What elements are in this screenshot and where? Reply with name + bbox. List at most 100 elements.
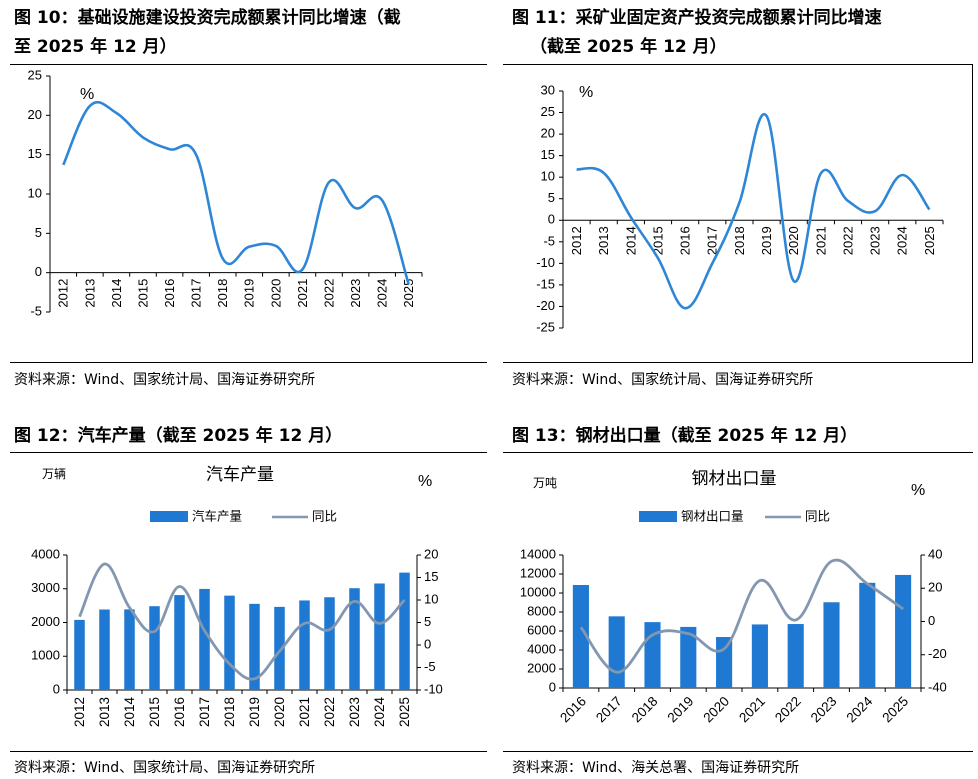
fig10-y-tick-label: 25 xyxy=(28,67,42,82)
fig13-left-tick-label: 10000 xyxy=(520,584,556,599)
fig11-y-tick-label: -15 xyxy=(536,276,555,291)
fig13-source: 资料来源：Wind、海关总署、国海证券研究所 xyxy=(512,760,800,776)
fig11-y-tick-label: -25 xyxy=(536,319,555,334)
fig12-bar-2012 xyxy=(74,619,85,690)
fig13-label: 图 13： xyxy=(512,426,576,446)
fig13-legend-bar-label: 钢材出口量 xyxy=(681,509,744,523)
fig10-x-tick-label: 2024 xyxy=(375,279,390,308)
fig13-left-tick-label: 2000 xyxy=(527,660,556,675)
fig10-top-rule xyxy=(10,64,487,65)
fig12-title-text: 汽车产量（截至 2025 年 12 月） xyxy=(77,426,343,446)
fig13-bar-2017 xyxy=(608,616,625,688)
fig11-y-tick-label: -5 xyxy=(543,233,555,248)
fig12-left-tick-label: 2000 xyxy=(31,614,60,629)
fig13-right-tick-label: 0 xyxy=(928,613,935,628)
fig11-x-tick-label: 2019 xyxy=(759,226,774,255)
fig13-bottom-rule xyxy=(503,751,973,752)
fig10-x-tick-label: 2025 xyxy=(401,279,416,308)
fig12-x-tick-label: 2016 xyxy=(172,697,187,727)
fig13-left-tick-label: 12000 xyxy=(520,565,556,580)
fig12-x-tick-label: 2012 xyxy=(72,697,87,727)
fig13-x-tick-label: 2019 xyxy=(665,694,697,726)
fig10-y-tick-label: 15 xyxy=(28,146,42,161)
fig10-y-tick-label: 10 xyxy=(28,185,42,200)
fig12-left-tick-label: 3000 xyxy=(31,580,60,595)
fig12-top-rule xyxy=(10,452,487,453)
fig10-x-tick-label: 2021 xyxy=(295,279,310,308)
fig11-frame-right xyxy=(972,64,973,362)
fig12-left-tick-label: 1000 xyxy=(31,648,60,663)
fig13-legend-line-label: 同比 xyxy=(805,509,830,523)
fig10-y-tick-label: 0 xyxy=(35,264,42,279)
fig13-right-tick-label: 40 xyxy=(928,546,942,561)
fig10-x-tick-label: 2023 xyxy=(348,279,363,308)
fig11-title-line2: （截至 2025 年 12 月） xyxy=(530,37,727,57)
fig10-title-line1: 基础设施建设投资完成额累计同比增速（截 xyxy=(77,8,401,28)
fig10-x-tick-label: 2012 xyxy=(56,279,71,308)
fig10-x-tick-label: 2020 xyxy=(268,279,283,308)
fig10-title: 图 10：基础设施建设投资完成额累计同比增速（截 xyxy=(14,6,401,31)
fig13-x-tick-label: 2023 xyxy=(808,694,840,726)
fig13-left-tick-label: 14000 xyxy=(520,546,556,561)
fig12-x-tick-label: 2014 xyxy=(122,697,137,728)
fig12-bar-2020 xyxy=(274,606,285,690)
fig12-chart: 万辆 汽车产量 %汽车产量 同比01000200030004000-10-505101… xyxy=(31,465,443,728)
fig10-x-tick-label: 2014 xyxy=(109,279,124,308)
fig12-right-tick-label: 5 xyxy=(424,614,431,629)
fig12-bottom-rule xyxy=(10,751,487,752)
fig13-bar-2025 xyxy=(895,574,912,688)
fig11-x-tick-label: 2018 xyxy=(732,226,747,255)
fig13-right-unit-label: % xyxy=(911,482,925,499)
fig13-left-tick-label: 8000 xyxy=(527,603,556,618)
fig11-x-tick-label: 2025 xyxy=(922,226,937,255)
fig10-x-tick-label: 2019 xyxy=(242,279,257,308)
fig13-right-tick-label: -20 xyxy=(928,646,947,661)
fig12-right-unit-label: % xyxy=(418,473,432,490)
fig12-x-tick-label: 2023 xyxy=(347,697,362,727)
fig11-unit-label: % xyxy=(579,84,593,101)
fig10-source: 资料来源：Wind、国家统计局、国海证券研究所 xyxy=(14,372,316,388)
fig12-left-tick-label: 0 xyxy=(53,681,60,696)
fig13-bar-2024 xyxy=(859,582,876,688)
fig13-left-unit-label: 万吨 xyxy=(533,476,557,490)
fig13-right-tick-label: -40 xyxy=(928,679,947,694)
fig11-title-line1: 采矿业固定资产投资完成额累计同比增速 xyxy=(575,8,882,28)
fig10-unit-label: % xyxy=(80,86,94,103)
fig12-x-tick-label: 2024 xyxy=(372,697,387,728)
fig13-left-tick-label: 4000 xyxy=(527,641,556,656)
fig10-series-line xyxy=(62,100,410,285)
fig12-x-tick-label: 2019 xyxy=(247,697,262,727)
fig11-label: 图 11： xyxy=(512,8,576,28)
fig12-bar-2022 xyxy=(324,597,335,690)
fig13-bar-2022 xyxy=(787,624,804,688)
fig12-bar-2014 xyxy=(124,609,135,690)
fig13-bar-2021 xyxy=(751,624,768,688)
fig11-x-tick-label: 2016 xyxy=(678,226,693,255)
fig12-left-tick-label: 4000 xyxy=(31,546,60,561)
fig12-bar-2016 xyxy=(174,595,185,690)
fig12-label: 图 12： xyxy=(14,426,78,446)
fig13-x-tick-label: 2022 xyxy=(772,694,804,726)
fig13-x-tick-label: 2024 xyxy=(844,693,876,725)
fig12-bar-2021 xyxy=(299,600,310,690)
fig10-title-cont: 至 2025 年 12 月） xyxy=(14,35,177,60)
fig12-title: 图 12：汽车产量（截至 2025 年 12 月） xyxy=(14,424,342,449)
fig11-x-tick-label: 2013 xyxy=(596,226,611,255)
fig13-x-tick-label: 2017 xyxy=(593,694,625,726)
fig10-title-line2: 至 2025 年 12 月） xyxy=(14,37,177,57)
fig11-y-tick-label: 15 xyxy=(541,147,555,162)
fig11-y-tick-label: 30 xyxy=(541,82,555,97)
fig11-y-tick-label: 10 xyxy=(541,169,555,184)
fig13-bar-2023 xyxy=(823,602,840,688)
fig10-y-tick-label: 20 xyxy=(28,107,42,122)
fig10-label: 图 10： xyxy=(14,8,78,28)
fig12-x-tick-label: 2025 xyxy=(397,697,412,727)
fig11-x-tick-label: 2024 xyxy=(895,226,910,255)
fig12-x-tick-label: 2013 xyxy=(97,697,112,727)
fig11-y-tick-label: 0 xyxy=(548,212,555,227)
fig12-bar-2018 xyxy=(224,595,235,690)
fig11-y-tick-label: -20 xyxy=(536,298,555,313)
fig12-bar-2025 xyxy=(399,572,410,690)
fig12-yoy-line xyxy=(78,562,406,681)
